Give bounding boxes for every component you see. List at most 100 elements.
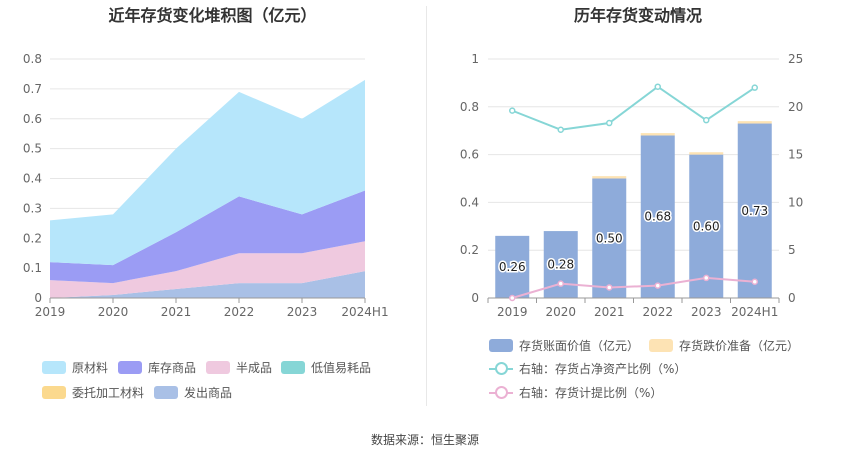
bar-impairment bbox=[737, 121, 772, 124]
right-y2-tick-label: 20 bbox=[788, 100, 803, 114]
bar-value-label: 0.60 bbox=[693, 219, 720, 233]
legend-label: 存货跌价准备（亿元） bbox=[679, 339, 800, 353]
right-x-tick-label: 2019 bbox=[497, 305, 528, 319]
legend-item-provision-ratio[interactable]: 右轴：存货计提比例（%） bbox=[489, 384, 662, 401]
bar-book-value bbox=[737, 123, 772, 298]
legend-item-finished-goods[interactable]: 库存商品 bbox=[118, 359, 196, 376]
bar-book-value bbox=[495, 235, 530, 298]
legend-swatch bbox=[206, 361, 230, 374]
right-y-tick-label: 1 bbox=[471, 52, 479, 66]
legend-label: 右轴：存货占净资产比例（%） bbox=[519, 362, 687, 376]
legend-item-inventory-ratio[interactable]: 右轴：存货占净资产比例（%） bbox=[489, 360, 686, 377]
bar-book-value bbox=[640, 135, 675, 298]
right-y2-tick-label: 5 bbox=[788, 243, 796, 257]
bar-value-label: 0.28 bbox=[547, 258, 574, 272]
right-y-tick-label: 0.6 bbox=[460, 148, 479, 162]
area-半成品 bbox=[50, 241, 365, 298]
right-chart-title: 历年存货变动情况 bbox=[573, 6, 702, 25]
bar-impairment bbox=[592, 176, 627, 179]
panel-divider bbox=[426, 6, 427, 406]
legend-line-swatch bbox=[489, 362, 513, 375]
bar-value-label: 0.68 bbox=[644, 210, 671, 224]
right-y-tick-label: 0.4 bbox=[460, 195, 479, 209]
left-y-tick-label: 0.3 bbox=[23, 201, 42, 215]
legend-swatch bbox=[42, 386, 66, 399]
legend-label: 发出商品 bbox=[184, 386, 233, 400]
legend-swatch bbox=[281, 361, 305, 374]
bar-book-value bbox=[689, 154, 724, 298]
line-point-1 bbox=[509, 294, 516, 302]
left-y-tick-label: 0.4 bbox=[23, 172, 42, 186]
right-y-tick-label: 0 bbox=[471, 291, 479, 305]
legend-swatch bbox=[42, 361, 66, 374]
legend-label: 存货账面价值（亿元） bbox=[519, 339, 640, 353]
right-y-tick-label: 0.2 bbox=[460, 243, 479, 257]
left-chart-title: 近年存货变化堆积图（亿元） bbox=[108, 6, 317, 25]
right-y2-tick-label: 25 bbox=[788, 52, 803, 66]
right-x-tick-label: 2023 bbox=[691, 305, 722, 319]
right-y2-tick-label: 10 bbox=[788, 195, 803, 209]
legend-item-raw-material[interactable]: 原材料 bbox=[42, 359, 108, 376]
line-point-0 bbox=[606, 119, 613, 127]
line-point-0 bbox=[654, 83, 661, 90]
right-x-tick-label: 2020 bbox=[545, 305, 576, 319]
line-point-1 bbox=[606, 284, 613, 291]
legend-label: 低值易耗品 bbox=[311, 361, 372, 375]
right-x-tick-label: 2024H1 bbox=[731, 305, 778, 319]
line-point-0 bbox=[509, 107, 516, 114]
legend-label: 库存商品 bbox=[148, 361, 197, 375]
right-y2-tick-label: 15 bbox=[788, 148, 803, 162]
right-y-tick-label: 0.8 bbox=[460, 100, 479, 114]
left-y-tick-label: 0.2 bbox=[23, 231, 42, 245]
bar-value-label: 0.26 bbox=[499, 260, 526, 274]
left-y-tick-label: 0.7 bbox=[23, 82, 42, 96]
legend-label: 右轴：存货计提比例（%） bbox=[519, 386, 663, 400]
area-发出商品 bbox=[50, 271, 365, 298]
line-point-0 bbox=[703, 116, 710, 124]
legend-item-semi-finished[interactable]: 半成品 bbox=[206, 359, 272, 376]
line-point-1 bbox=[557, 280, 564, 287]
legend-swatch bbox=[154, 386, 178, 399]
right-x-tick-label: 2021 bbox=[594, 305, 625, 319]
area-原材料 bbox=[50, 79, 365, 266]
legend-item-outsourced-material[interactable]: 委托加工材料 bbox=[42, 384, 144, 401]
legend-swatch bbox=[118, 361, 142, 374]
bar-book-value bbox=[592, 178, 627, 298]
legend-item-book-value[interactable]: 存货账面价值（亿元） bbox=[489, 337, 639, 354]
left-y-tick-label: 0.1 bbox=[23, 261, 42, 275]
area-库存商品 bbox=[50, 190, 365, 284]
legend-item-goods-shipped[interactable]: 发出商品 bbox=[154, 384, 232, 401]
line-point-0 bbox=[751, 84, 758, 91]
left-x-tick-label: 2023 bbox=[287, 305, 318, 319]
bar-value-label: 0.50 bbox=[596, 231, 623, 245]
legend-label: 半成品 bbox=[236, 361, 273, 375]
line-point-0 bbox=[557, 126, 564, 133]
bar-value-label: 0.73 bbox=[741, 204, 768, 218]
legend-swatch bbox=[649, 339, 673, 352]
legend-item-impairment[interactable]: 存货跌价准备（亿元） bbox=[649, 337, 799, 354]
right-x-tick-label: 2022 bbox=[642, 305, 673, 319]
bar-impairment bbox=[640, 133, 675, 136]
bar-impairment bbox=[689, 152, 724, 155]
line-point-1 bbox=[751, 278, 758, 285]
legend-line-swatch bbox=[489, 386, 513, 399]
left-x-tick-label: 2021 bbox=[161, 305, 192, 319]
legend-swatch bbox=[489, 339, 513, 352]
left-x-tick-label: 2019 bbox=[35, 305, 66, 319]
data-source-note: 数据来源：恒生聚源 bbox=[370, 433, 479, 447]
line-series-0 bbox=[511, 85, 756, 131]
left-x-tick-label: 2024H1 bbox=[341, 305, 388, 319]
legend-label: 原材料 bbox=[72, 361, 109, 375]
left-y-tick-label: 0.8 bbox=[23, 52, 42, 66]
left-y-tick-label: 0.6 bbox=[23, 112, 42, 126]
left-y-tick-label: 0 bbox=[34, 291, 42, 305]
left-y-tick-label: 0.5 bbox=[23, 142, 42, 156]
right-y2-tick-label: 0 bbox=[788, 291, 796, 305]
legend-item-consumables[interactable]: 低值易耗品 bbox=[281, 359, 371, 376]
line-point-1 bbox=[654, 282, 661, 289]
left-x-tick-label: 2020 bbox=[98, 305, 129, 319]
left-x-tick-label: 2022 bbox=[224, 305, 255, 319]
line-series-1 bbox=[511, 276, 755, 299]
line-point-1 bbox=[703, 274, 710, 282]
